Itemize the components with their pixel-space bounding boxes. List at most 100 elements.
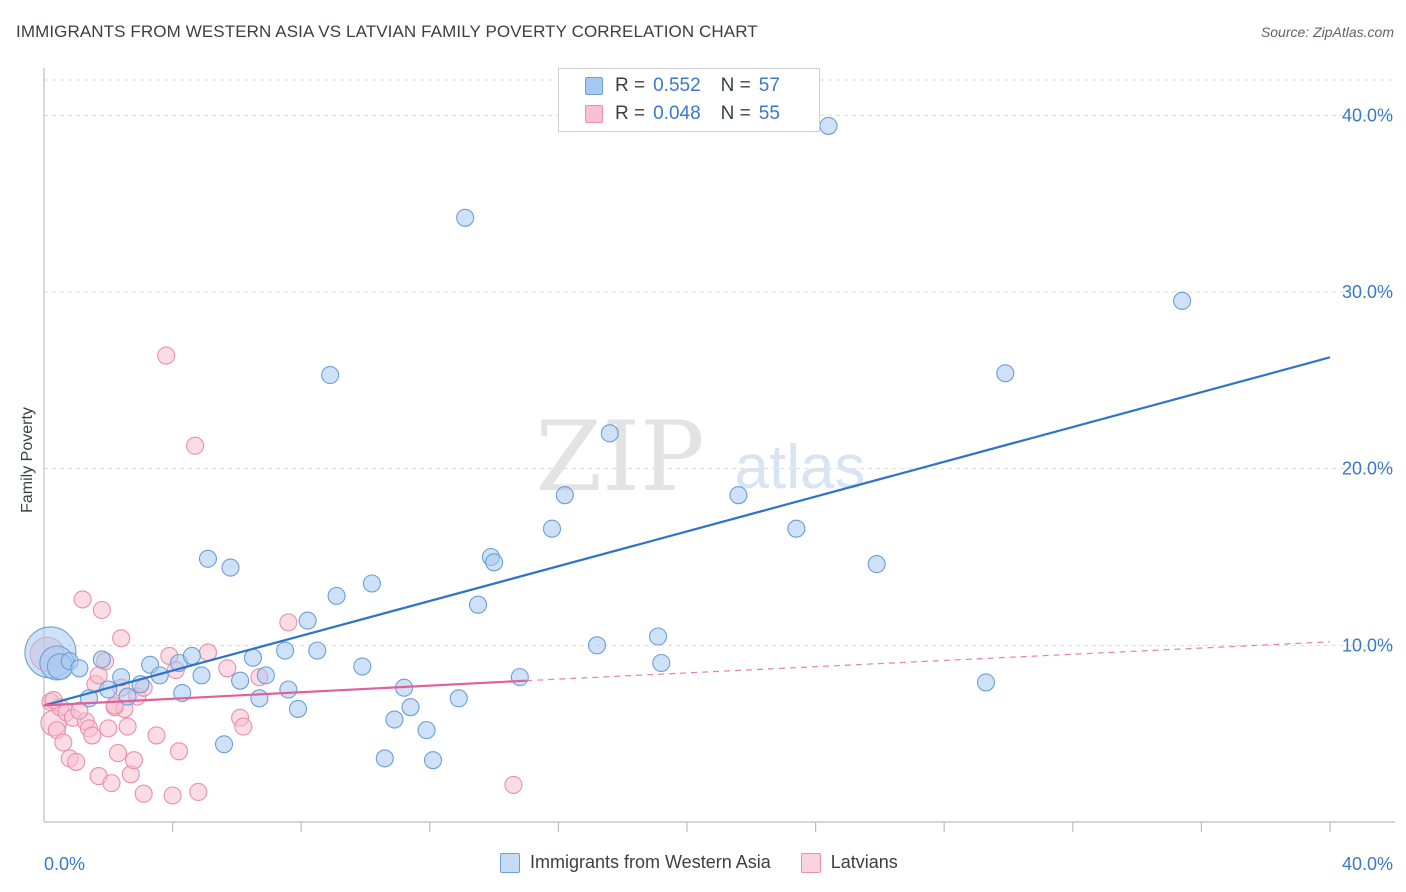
legend-label-latvians: Latvians [830,852,898,872]
western-asia-point [308,641,327,660]
latvians-trend-line [43,679,527,707]
latvians-point [186,436,205,455]
western-asia-trend-line [43,356,1331,707]
legend-row-western-asia: R = 0.552 N = 57 [585,74,780,98]
western-asia-point [417,721,436,740]
latvians-point [147,726,166,745]
chart-source: Source: ZipAtlas.com [1260,24,1394,40]
legend-label-western-asia: Immigrants from Western Asia [530,852,771,872]
western-asia-point [485,553,504,572]
western-asia-point [996,364,1015,383]
western-asia-point [182,646,201,665]
legend-swatch-western-asia [500,852,520,873]
western-asia-point [449,689,468,708]
western-asia-point [867,555,886,574]
latvians-point [504,775,523,794]
western-asia-point [192,666,211,685]
western-asia-point [423,751,443,770]
legend-item-western-asia[interactable]: Immigrants from Western Asia [500,852,771,873]
latvians-point [67,752,86,771]
legend-item-latvians[interactable]: Latvians [800,852,898,873]
western-asia-point [327,586,346,605]
latvians-point [279,613,298,632]
western-asia-point [652,653,671,673]
legend-swatch-western-asia [585,77,603,95]
chart-title: IMMIGRANTS FROM WESTERN ASIA VS LATVIAN … [16,22,758,41]
latvians-point [157,346,176,365]
grid-lines [44,79,1395,646]
latvians-point [134,784,153,803]
latvians-point [73,590,92,609]
latvians-trend-extension [526,641,1331,682]
legend-r-label: R = [615,75,646,96]
stats-legend: R = 0.552 N = 57 R = 0.048 N = 55 [558,68,820,132]
latvians-point [102,774,121,793]
western-asia-point [468,595,488,614]
series-legend: Immigrants from Western Asia Latvians [500,852,928,873]
legend-swatch-latvians [585,105,603,123]
western-asia-point [321,365,340,385]
western-asia-point [353,657,372,676]
latvians-point [118,717,137,736]
latvians-points [29,346,523,805]
western-asia-point [456,208,475,227]
western-asia-point [276,641,295,660]
western-asia-point [555,486,574,505]
watermark-atlas: atlas [735,433,866,502]
latvians-point [83,726,102,745]
latvians-point [99,719,118,738]
legend-r-value: 0.048 [653,103,701,124]
western-asia-point [214,735,234,754]
latvians-point [163,786,182,805]
western-asia-point [231,671,250,690]
western-asia-point [600,424,619,443]
latvians-point [112,629,131,648]
western-asia-points [24,116,1192,770]
latvians-point [189,782,208,802]
watermark: ZIP atlas [535,401,865,513]
western-asia-point [542,519,562,538]
western-asia-point [279,680,298,699]
latvians-point [108,744,127,763]
tick-labels: 10.0% 20.0% 30.0% 40.0% 0.0% 40.0% [44,105,1393,874]
y-tick-label: 30.0% [1342,282,1393,302]
western-asia-point [70,659,89,678]
western-asia-point [243,648,263,667]
western-asia-point [510,668,529,687]
western-asia-point [288,699,308,718]
y-tick-label: 10.0% [1342,635,1393,655]
western-asia-point [385,710,404,729]
western-asia-point [587,636,607,655]
western-asia-point [221,558,240,577]
latvians-point [234,717,253,736]
latvians-point [218,659,237,678]
latvians-point [92,600,111,620]
legend-n-label: N = [720,75,751,96]
x-tick-label: 0.0% [44,854,85,874]
western-asia-point [375,749,394,768]
latvians-point [70,701,89,720]
legend-n-value: 57 [758,75,780,96]
western-asia-point [362,574,381,593]
western-asia-point [250,689,269,708]
western-asia-point [1173,291,1192,310]
x-tick-label: 40.0% [1342,854,1393,874]
latvians-point [169,742,189,761]
western-asia-point [649,627,668,646]
western-asia-point [819,116,838,135]
western-asia-point [401,698,420,717]
legend-n-label: N = [720,103,751,124]
y-tick-label: 20.0% [1342,459,1393,479]
western-asia-point [256,666,275,685]
legend-row-latvians: R = 0.048 N = 55 [585,102,780,126]
western-asia-point [729,486,748,505]
western-asia-point [976,673,996,692]
legend-r-value: 0.552 [653,75,701,96]
western-asia-point [92,650,111,669]
legend-r-label: R = [615,103,646,124]
western-asia-point [198,549,218,568]
legend-swatch-latvians [800,852,821,873]
western-asia-point [298,611,317,630]
trend-lines [43,356,1331,707]
